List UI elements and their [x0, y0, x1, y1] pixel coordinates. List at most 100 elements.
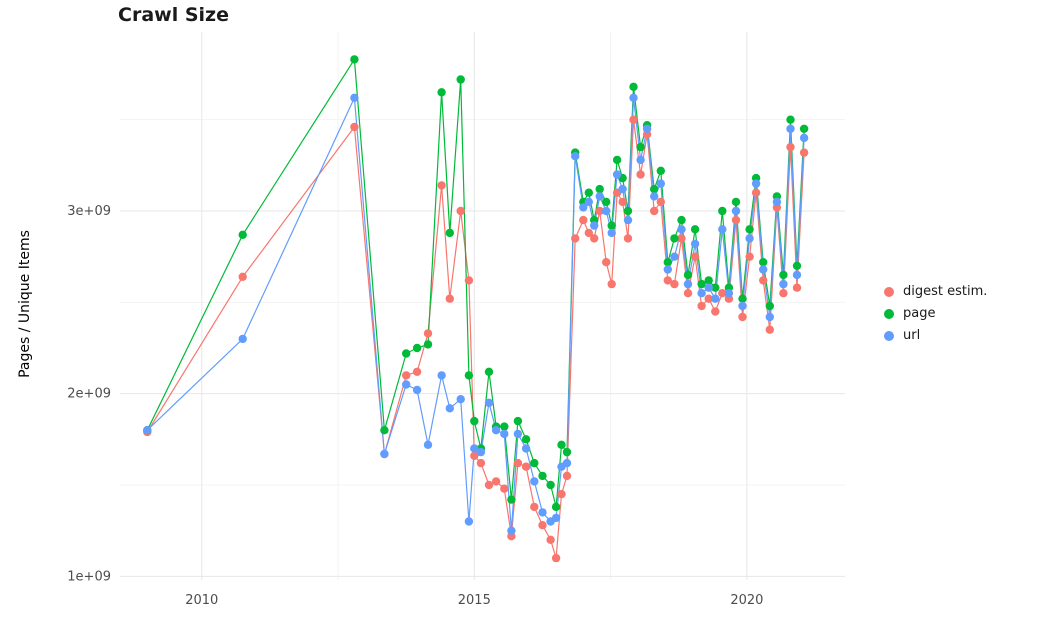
- series-point-digest-estim-: [412, 367, 422, 376]
- series-point-digest-estim-: [731, 215, 741, 225]
- series-point-url: [521, 444, 531, 453]
- series-point-page: [718, 206, 727, 216]
- series-point-page: [607, 221, 616, 230]
- series-point-digest-estim-: [704, 294, 713, 303]
- series-point-url: [677, 225, 686, 234]
- series-point-url: [663, 265, 672, 274]
- series-point-page: [456, 75, 465, 84]
- series-point-url: [629, 93, 638, 103]
- series-point-url: [423, 440, 433, 449]
- series-point-page: [629, 82, 638, 92]
- series-point-digest-estim-: [602, 258, 611, 267]
- series-point-digest-estim-: [697, 301, 706, 311]
- legend-item-url: url: [884, 328, 987, 343]
- series-point-url: [143, 426, 152, 435]
- legend-label-url: url: [903, 328, 921, 343]
- series-point-page: [650, 184, 659, 194]
- series-point-digest-estim-: [584, 228, 593, 238]
- series-point-digest-estim-: [629, 115, 638, 124]
- series-point-url: [607, 228, 616, 238]
- series-line-url: [146, 95, 805, 531]
- series-point-page: [670, 234, 679, 243]
- series-point-digest-estim-: [792, 283, 802, 292]
- series-point-digest-estim-: [765, 325, 774, 334]
- series-point-digest-estim-: [650, 206, 659, 216]
- y-tick-label: 3e+09: [67, 204, 111, 219]
- series-point-url: [738, 301, 747, 311]
- series-point-digest-estim-: [636, 170, 645, 179]
- series-point-digest-estim-: [711, 307, 720, 316]
- series-point-url: [484, 398, 494, 407]
- series-point-digest-estim-: [779, 289, 788, 298]
- series-point-digest-estim-: [445, 294, 454, 303]
- series-point-page: [745, 225, 754, 234]
- series-point-page: [562, 447, 572, 457]
- series-point-page: [412, 343, 422, 353]
- series-point-url: [697, 289, 706, 298]
- series-point-url: [595, 192, 604, 201]
- series-point-page: [759, 258, 768, 267]
- series-point-page: [663, 258, 672, 267]
- legend-dot-url: [884, 330, 894, 341]
- series-point-page: [445, 228, 454, 238]
- series-point-page: [656, 166, 665, 175]
- series-point-digest-estim-: [538, 521, 547, 530]
- series-point-digest-estim-: [456, 206, 465, 216]
- series-point-digest-estim-: [546, 535, 555, 544]
- series-point-page: [521, 435, 531, 444]
- series-point-page: [731, 197, 741, 207]
- series-point-digest-estim-: [799, 148, 809, 157]
- series-point-digest-estim-: [677, 234, 686, 243]
- series-point-page: [557, 440, 566, 449]
- series-point-page: [612, 155, 622, 165]
- series-point-digest-estim-: [470, 451, 479, 460]
- series-point-url: [786, 124, 795, 133]
- series-point-url: [500, 429, 509, 439]
- series-point-url: [507, 526, 516, 535]
- series-point-digest-estim-: [521, 462, 531, 471]
- legend-dot-digest-estim: [884, 286, 894, 297]
- series-point-url: [792, 270, 802, 280]
- series-point-url: [571, 152, 580, 161]
- series-point-page: [765, 301, 774, 311]
- series-point-page: [238, 230, 247, 239]
- series-point-url: [618, 184, 627, 194]
- series-point-url: [238, 334, 247, 344]
- series-point-url: [724, 289, 734, 298]
- series-point-digest-estim-: [238, 272, 247, 281]
- series-point-page: [697, 279, 706, 289]
- series-point-digest-estim-: [551, 553, 561, 563]
- series-point-digest-estim-: [484, 480, 494, 490]
- series-point-digest-estim-: [464, 276, 474, 285]
- series-point-page: [513, 416, 523, 426]
- series-point-digest-estim-: [690, 252, 700, 261]
- series-point-url: [464, 517, 474, 526]
- series-point-page: [683, 270, 693, 280]
- series-point-url: [765, 312, 774, 322]
- series-point-digest-estim-: [670, 279, 679, 289]
- series-point-url: [656, 179, 665, 188]
- series-point-digest-estim-: [759, 276, 768, 285]
- series-point-digest-estim-: [402, 371, 411, 380]
- series-point-url: [445, 404, 454, 413]
- series-point-url: [670, 252, 679, 261]
- series-point-url: [412, 385, 422, 395]
- series-point-digest-estim-: [530, 502, 539, 512]
- series-point-digest-estim-: [423, 329, 433, 338]
- series-point-digest-estim-: [618, 197, 627, 207]
- series-point-page: [677, 215, 686, 225]
- series-point-page: [500, 422, 509, 431]
- series-point-digest-estim-: [513, 458, 523, 468]
- series-point-page: [402, 349, 411, 358]
- series-point-page: [546, 480, 555, 490]
- series-point-digest-estim-: [476, 458, 486, 468]
- series-point-url: [704, 283, 713, 292]
- series-point-digest-estim-: [562, 471, 572, 481]
- series-point-url: [612, 170, 622, 179]
- series-point-page: [484, 367, 494, 376]
- legend-dot-page: [884, 308, 894, 319]
- series-point-digest-estim-: [491, 477, 501, 486]
- series-point-digest-estim-: [786, 142, 795, 152]
- series-point-url: [476, 447, 486, 457]
